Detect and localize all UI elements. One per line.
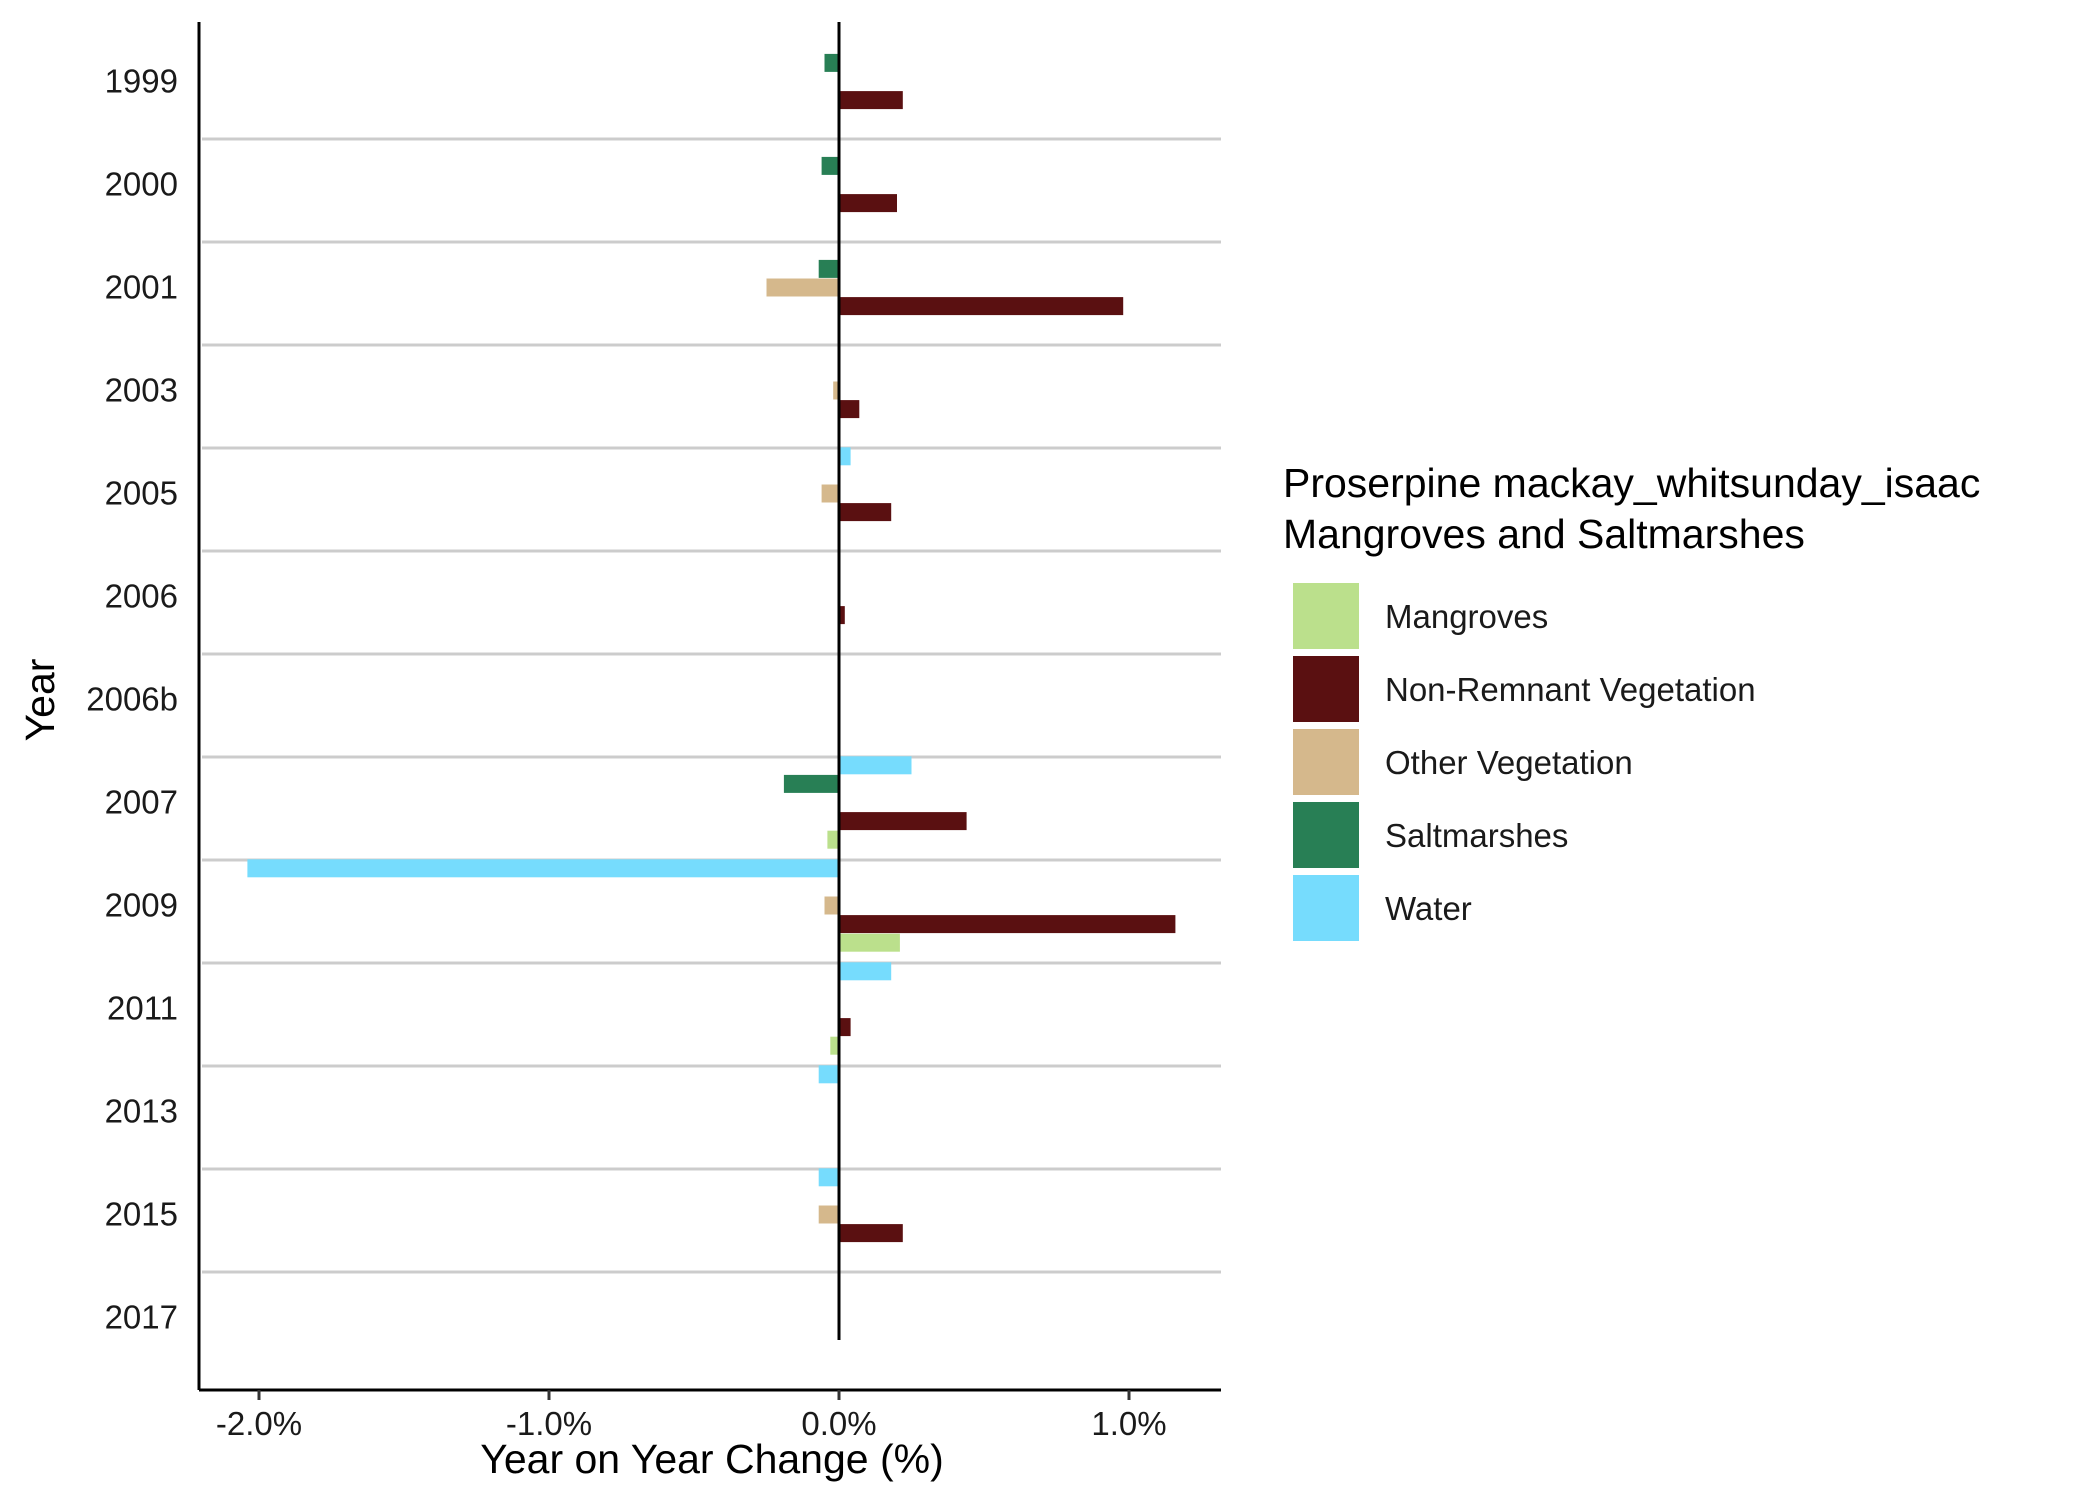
y-tick-label: 2005 <box>105 475 178 512</box>
x-tick-label: 1.0% <box>1091 1405 1166 1442</box>
bar-saltmarshes-2000 <box>821 156 839 175</box>
bar-non-remnant-vegetation-2007 <box>839 812 967 831</box>
y-tick-label: 2009 <box>105 887 178 924</box>
bar-non-remnant-vegetation-2015 <box>839 1224 903 1243</box>
bar-saltmarshes-2007 <box>783 774 839 793</box>
y-tick-label: 1999 <box>105 63 178 100</box>
legend-label-non-remnant-vegetation: Non-Remnant Vegetation <box>1385 671 1756 708</box>
bar-non-remnant-vegetation-2003 <box>839 400 860 419</box>
bar-other-vegetation-2001 <box>766 278 839 297</box>
x-tick-label: -2.0% <box>216 1405 302 1442</box>
bar-non-remnant-vegetation-2009 <box>839 915 1176 934</box>
tick-labels: 1999 2000 2001 2003 2005 2006 2006b 2007 2009 201… <box>86 63 1166 1443</box>
bar-other-vegetation-2015 <box>818 1205 839 1224</box>
y-axis-title: Year <box>17 659 63 742</box>
bar-water-2015 <box>818 1168 839 1187</box>
bar-non-remnant-vegetation-2001 <box>839 297 1124 316</box>
legend-key-water <box>1291 873 1361 943</box>
bar-other-vegetation-2005 <box>821 484 839 503</box>
y-tick-label: 2011 <box>107 990 178 1027</box>
y-tick-label: 2000 <box>105 166 178 203</box>
bar-saltmarshes-2001 <box>818 259 839 278</box>
bar-saltmarshes-1999 <box>824 53 839 72</box>
bar-water-2009 <box>247 859 839 878</box>
bar-water-2013 <box>818 1065 839 1084</box>
bar-water-2007 <box>839 756 912 775</box>
legend-key-other-vegetation <box>1291 727 1361 797</box>
y-tick-label: 2013 <box>105 1093 178 1130</box>
y-tick-label: 2006b <box>86 681 178 718</box>
y-tick-label: 2015 <box>105 1196 178 1233</box>
bar-other-vegetation-2009 <box>824 896 839 915</box>
bar-non-remnant-vegetation-2005 <box>839 503 892 522</box>
legend-label-water: Water <box>1385 890 1472 927</box>
y-tick-label: 2017 <box>105 1299 178 1336</box>
bar-mangroves-2011 <box>830 1036 839 1055</box>
legend-key-saltmarshes <box>1291 800 1361 870</box>
bar-mangroves-2009 <box>839 933 900 952</box>
legend-key-mangroves <box>1291 581 1361 651</box>
legend-label-other-vegetation: Other Vegetation <box>1385 744 1633 781</box>
bar-water-2005 <box>839 447 851 466</box>
y-tick-label: 2006 <box>105 578 178 615</box>
legend: Proserpine mackay_whitsunday_isaac Mangr… <box>1283 460 1980 943</box>
legend-label-saltmarshes: Saltmarshes <box>1385 817 1568 854</box>
legend-key-non-remnant-vegetation <box>1291 654 1361 724</box>
legend-label-mangroves: Mangroves <box>1385 598 1548 635</box>
bar-mangroves-2007 <box>827 830 839 849</box>
legend-title-line-2: Mangroves and Saltmarshes <box>1283 511 1805 557</box>
bar-other-vegetation-2003 <box>833 381 839 400</box>
bar-non-remnant-vegetation-2006 <box>839 606 845 625</box>
x-tick-label: 0.0% <box>801 1405 876 1442</box>
bar-non-remnant-vegetation-1999 <box>839 91 903 110</box>
y-tick-label: 2003 <box>105 372 178 409</box>
y-tick-label: 2007 <box>105 784 178 821</box>
x-tick-label: -1.0% <box>506 1405 592 1442</box>
bar-non-remnant-vegetation-2000 <box>839 194 897 213</box>
bar-water-2011 <box>839 962 892 981</box>
legend-title-line-1: Proserpine mackay_whitsunday_isaac <box>1283 460 1980 506</box>
grid-lines <box>202 137 1221 1274</box>
x-axis-title: Year on Year Change (%) <box>480 1436 944 1482</box>
axes <box>197 22 1221 1400</box>
bars <box>247 53 1176 1243</box>
y-tick-label: 2001 <box>105 269 178 306</box>
bar-non-remnant-vegetation-2011 <box>839 1018 851 1037</box>
